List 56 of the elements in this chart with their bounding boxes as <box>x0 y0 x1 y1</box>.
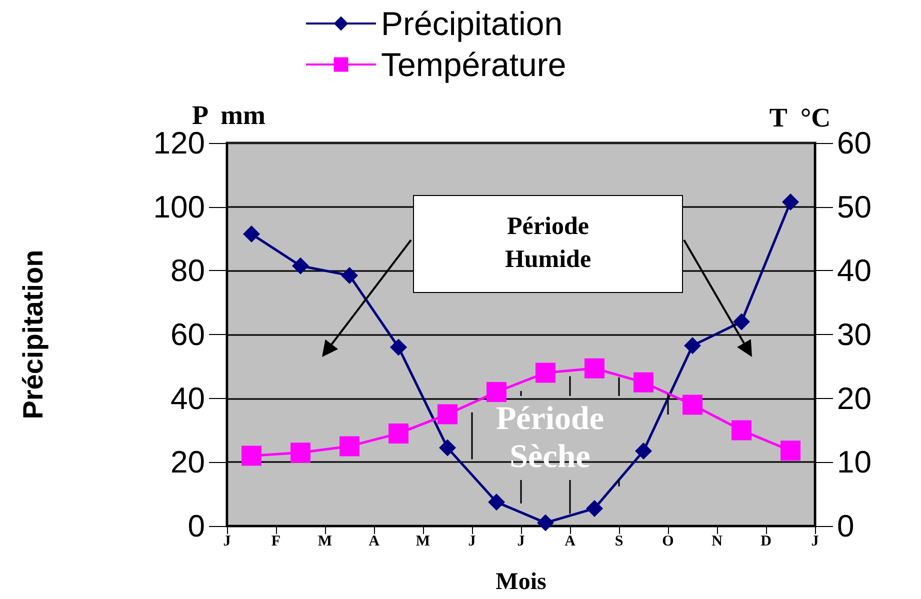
point <box>292 257 309 274</box>
legend-label: Précipitation <box>381 5 563 42</box>
x-tick-label: A <box>564 534 576 550</box>
point <box>732 420 752 440</box>
x-tick-label: D <box>760 534 772 550</box>
legend-label: Température <box>381 46 566 83</box>
x-tick-label: M <box>416 534 430 550</box>
point <box>486 382 506 402</box>
point <box>733 313 750 330</box>
point <box>782 194 799 211</box>
point <box>780 440 800 461</box>
point <box>341 266 358 284</box>
y-tick-label: 80 <box>170 253 205 288</box>
point <box>290 442 310 463</box>
y-tick-label: 20 <box>170 444 205 480</box>
y2-tick-label: 0 <box>837 508 854 544</box>
point <box>390 338 407 356</box>
y-axis-title: Précipitation <box>18 250 48 420</box>
point <box>634 372 654 392</box>
y2-tick-label: 40 <box>837 253 872 288</box>
point <box>388 423 408 444</box>
y2-tick-label: 10 <box>837 444 872 480</box>
x-tick-label: O <box>662 534 674 550</box>
x-tick-label: N <box>712 534 723 550</box>
point <box>635 442 652 460</box>
x-tick-label: J <box>517 534 526 550</box>
x-tick-label: A <box>368 534 380 550</box>
point <box>438 404 458 424</box>
y-tick-label: 0 <box>188 508 205 544</box>
y2-tick-label: 30 <box>837 317 872 352</box>
point <box>439 439 456 456</box>
x-tick-label: S <box>614 534 624 550</box>
x-tick-label: J <box>223 534 232 550</box>
x-tick-label: J <box>811 534 820 550</box>
x-tick-label: F <box>271 534 281 550</box>
text-box: Période Humide <box>413 195 683 293</box>
x-tick-label: M <box>318 534 332 550</box>
point <box>536 362 556 383</box>
y2-axis-title: T °C <box>769 102 831 132</box>
point <box>488 494 505 511</box>
y-tick-label: 60 <box>170 317 205 352</box>
y2-tick-label: 60 <box>837 126 872 160</box>
point <box>586 500 603 517</box>
y-tick-label: 40 <box>170 380 205 416</box>
point <box>584 358 604 378</box>
point <box>682 394 702 415</box>
point <box>684 337 701 354</box>
point <box>243 225 260 242</box>
y2-tick-label: 50 <box>837 189 872 224</box>
x-axis-title: Mois <box>496 569 546 595</box>
y2-tick-label: 20 <box>837 380 872 416</box>
y-tick-label: 100 <box>153 189 205 224</box>
point <box>242 446 262 466</box>
x-tick-label: J <box>468 534 476 550</box>
point <box>340 436 360 456</box>
point <box>537 514 554 532</box>
